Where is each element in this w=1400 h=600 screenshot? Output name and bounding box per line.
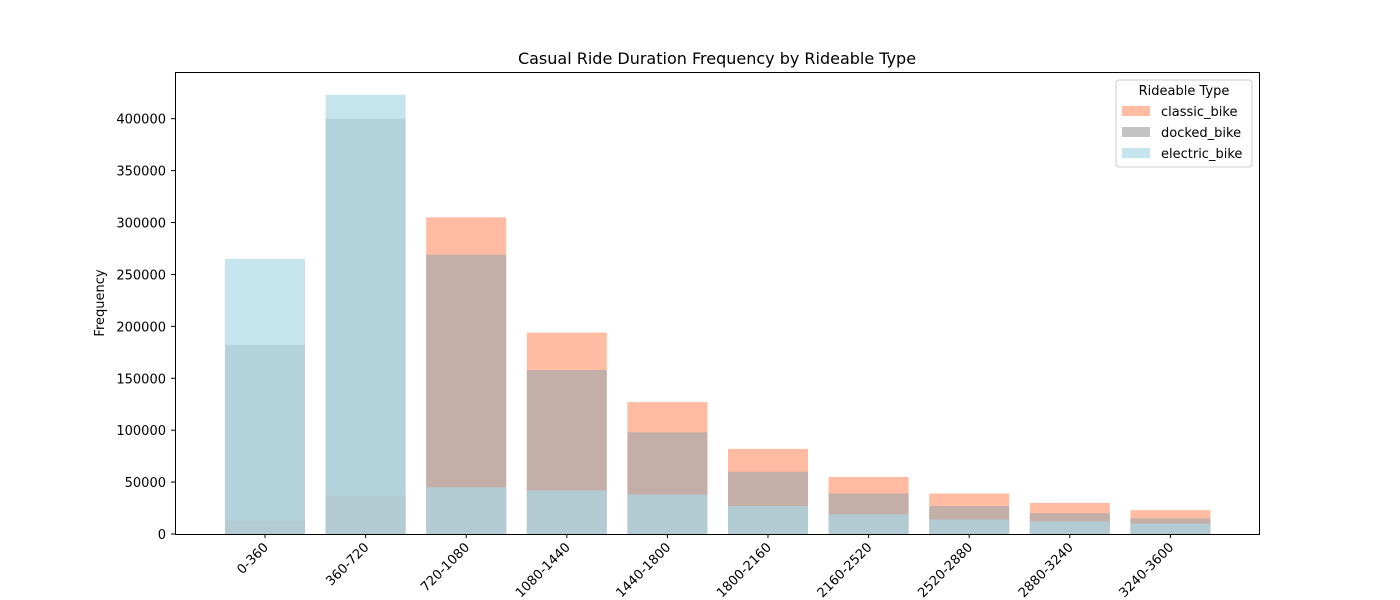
bar-electric_bike-3240-3600 — [1130, 523, 1211, 534]
bar-electric_bike-2880-3240 — [1029, 521, 1110, 534]
legend-title: Rideable Type — [1139, 84, 1230, 99]
y-tick-label: 300000 — [116, 217, 166, 232]
y-tick-label: 50000 — [125, 476, 166, 491]
bar-electric_bike-360-720 — [325, 94, 406, 535]
legend: Rideable Type classic_bike docked_bikeele… — [1115, 79, 1253, 168]
legend-label-electric_bike: electric_bike — [1161, 147, 1242, 162]
bar-electric_bike-0-360 — [225, 258, 305, 534]
legend-label-docked_bike: docked_bike — [1161, 126, 1241, 141]
bar-electric_bike-1800-2160 — [728, 506, 808, 534]
plot-frame — [175, 72, 1260, 535]
y-tick-label: 350000 — [116, 165, 166, 180]
legend-swatch-classic_bike — [1122, 106, 1150, 116]
bar-electric_bike-1080-1440 — [526, 490, 607, 534]
y-tick-label: 200000 — [116, 320, 166, 335]
bar-electric_bike-2520-2880 — [929, 519, 1010, 534]
bar-electric_bike-1440-1800 — [627, 494, 708, 534]
y-axis: 0 50000 100000 150000 200000 250000 300000 3500… — [116, 113, 175, 543]
bar-electric_bike-2160-2520 — [828, 514, 909, 534]
legend-swatch-electric_bike — [1122, 148, 1150, 158]
y-tick-label: 150000 — [116, 372, 166, 387]
bars-layer — [225, 94, 1211, 535]
chart-title: Casual Ride Duration Frequency by Rideab… — [518, 49, 916, 68]
y-tick-label: 100000 — [116, 424, 166, 439]
y-tick-label: 0 — [158, 528, 166, 543]
legend-swatch-docked_bike — [1122, 127, 1150, 137]
legend-label-classic_bike: classic_bike — [1161, 105, 1237, 120]
y-tick-label: 250000 — [116, 268, 166, 283]
y-axis-label: Frequency — [93, 269, 108, 336]
legend-box — [1115, 79, 1253, 168]
bar-electric_bike-720-1080 — [426, 487, 507, 534]
y-tick-label: 400000 — [116, 113, 166, 128]
